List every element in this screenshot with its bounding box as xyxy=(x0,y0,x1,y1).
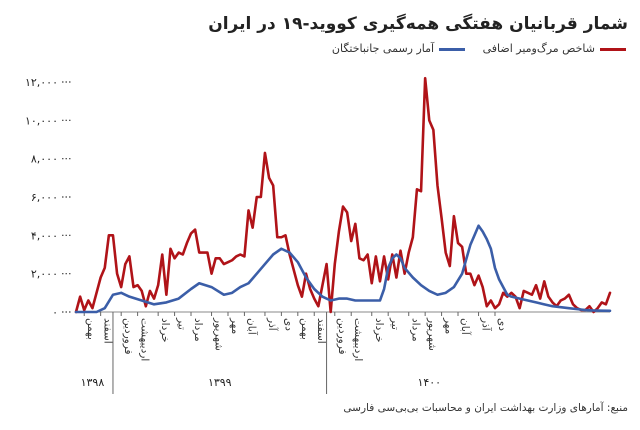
x-month-label: مرداد xyxy=(410,318,422,342)
y-tick-label: ۶,۰۰۰ xyxy=(31,191,58,204)
x-month-label: اردیبهشت xyxy=(352,318,364,361)
x-month-label: مهر xyxy=(229,317,241,334)
x-year-label: ۱۳۹۸ xyxy=(81,376,105,389)
x-month-label: اسفند xyxy=(102,318,114,344)
x-month-label: شهریور xyxy=(426,317,438,351)
x-month-label: آبان xyxy=(459,318,472,336)
x-month-label: بهمن xyxy=(85,318,97,340)
series-line-excess-deaths xyxy=(74,76,612,314)
y-tick-label: ۱۲,۰۰۰ xyxy=(25,76,58,89)
x-month-label: آذر xyxy=(480,317,493,332)
x-month-label: آبان xyxy=(245,318,258,336)
y-tick-label: ۱۰,۰۰۰ xyxy=(25,114,58,127)
x-month-label: خرداد xyxy=(373,318,385,343)
legend-label-excess-deaths: شاخص مرگ‌ومیر اضافی xyxy=(482,42,595,55)
x-month-label: شهریور xyxy=(213,317,225,351)
legend-item-official-deaths: آمار رسمی جانباختگان xyxy=(331,42,466,55)
x-month-label: فروردین xyxy=(336,318,348,355)
y-tick-label: ۲,۰۰۰ xyxy=(31,268,58,281)
x-month-label: خرداد xyxy=(159,318,171,343)
x-month-label: تیر xyxy=(389,317,401,330)
x-month-label: دی xyxy=(496,318,508,331)
x-year-label: ۱۴۰۰ xyxy=(417,376,441,389)
x-month-label: تیر xyxy=(176,317,188,330)
x-month-label: فروردین xyxy=(122,318,134,355)
chart-title: شمار قربانیان هفتگی همه‌گیری کووید-۱۹ در… xyxy=(208,14,628,34)
legend-swatch-official-deaths xyxy=(439,47,466,51)
y-tick-label: ۴,۰۰۰ xyxy=(31,229,58,242)
legend-label-official-deaths: آمار رسمی جانباختگان xyxy=(331,42,435,55)
x-year-label: ۱۳۹۹ xyxy=(208,376,232,389)
x-month-label: آذر xyxy=(266,317,279,332)
y-tick-label: ۰ xyxy=(52,306,58,319)
x-month-label: دی xyxy=(282,318,294,331)
series-line-official-deaths xyxy=(74,224,612,314)
y-tick-label: ۸,۰۰۰ xyxy=(31,153,58,166)
legend-item-excess-deaths: شاخص مرگ‌ومیر اضافی xyxy=(483,42,626,55)
x-month-label: اردیبهشت xyxy=(139,318,151,361)
legend-swatch-excess-deaths xyxy=(600,47,626,51)
source-note: منبع: آمارهای وزارت بهداشت ایران و محاسب… xyxy=(343,402,628,414)
x-month-label: بهمن xyxy=(299,318,311,340)
x-month-label: اسفند xyxy=(315,318,327,344)
x-month-label: مرداد xyxy=(192,318,204,342)
x-month-label: مهر xyxy=(443,317,455,334)
chart-legend: شاخص مرگ‌ومیر اضافی آمار رسمی جانباختگان xyxy=(318,42,626,55)
